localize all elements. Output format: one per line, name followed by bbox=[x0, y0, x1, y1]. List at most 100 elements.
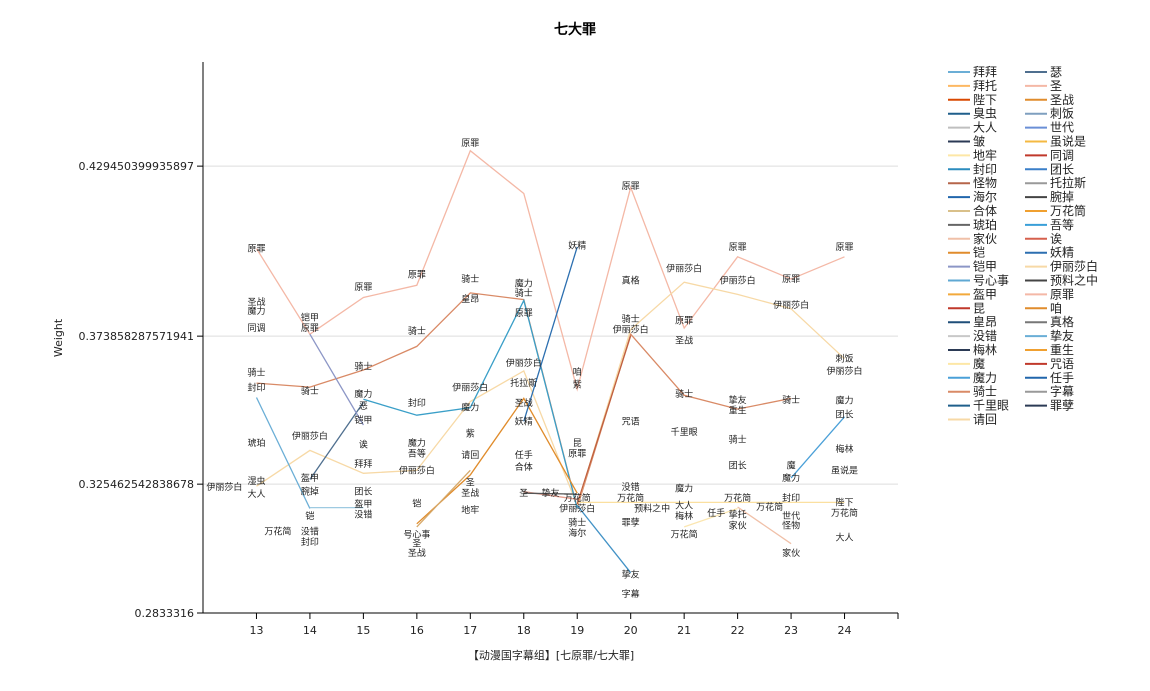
x-tick-label: 24 bbox=[838, 624, 852, 637]
point-label: 圣 bbox=[466, 478, 475, 489]
point-label: 魔力 bbox=[515, 278, 533, 290]
point-label: 伊丽莎白 bbox=[452, 382, 488, 394]
point-label: 请回 bbox=[461, 449, 479, 461]
point-label: 没错 bbox=[622, 481, 640, 493]
point-label: 圣战 bbox=[675, 335, 693, 346]
point-label: 陛下 bbox=[836, 497, 854, 508]
x-tick-label: 19 bbox=[570, 624, 584, 637]
series-line bbox=[523, 246, 578, 422]
legend-item: 妖精 bbox=[1050, 246, 1074, 260]
legend-item: 皇昂 bbox=[973, 315, 997, 329]
legend-item: 骑士 bbox=[973, 385, 997, 399]
legend-item: 铠 bbox=[973, 245, 985, 260]
point-label: 任手 bbox=[707, 507, 725, 519]
point-label: 挚托 bbox=[729, 509, 747, 521]
x-tick-label: 14 bbox=[303, 624, 317, 637]
point-label: 湿虫 bbox=[247, 475, 265, 487]
point-label: 字幕 bbox=[622, 588, 640, 600]
point-label: 团长 bbox=[354, 486, 372, 498]
legend-item: 咒语 bbox=[1050, 357, 1074, 371]
point-label: 诶 bbox=[359, 438, 368, 450]
series-layer bbox=[255, 149, 845, 574]
point-label: 海尔 bbox=[568, 527, 586, 539]
x-tick-label: 15 bbox=[356, 624, 370, 637]
point-label: 大人 bbox=[247, 488, 265, 500]
legend-item: 诶 bbox=[1050, 231, 1062, 246]
legend-item: 任手 bbox=[1050, 371, 1074, 385]
chart-title: 七大罪 bbox=[554, 21, 596, 38]
legend-item: 圣 bbox=[1050, 79, 1062, 93]
legend-item: 同调 bbox=[1050, 148, 1074, 162]
legend-item: 虽说是 bbox=[1050, 134, 1086, 149]
point-label: 魔力 bbox=[836, 395, 854, 407]
point-label: 琥珀 bbox=[247, 437, 265, 449]
legend-item: 盔甲 bbox=[973, 286, 997, 301]
point-label: 万花简 bbox=[564, 492, 591, 504]
legend-item: 封印 bbox=[973, 162, 997, 176]
point-label: 团长 bbox=[729, 460, 747, 472]
point-label: 骑士 bbox=[461, 273, 479, 285]
point-label: 伊丽莎白 bbox=[666, 262, 702, 274]
legend-item: 团长 bbox=[1050, 162, 1074, 176]
legend-item: 怪物 bbox=[973, 176, 997, 190]
legend-item: 海尔 bbox=[973, 189, 997, 204]
point-label: 团长 bbox=[836, 409, 854, 421]
legend-item: 圣战 bbox=[1050, 93, 1074, 107]
x-tick-label: 18 bbox=[517, 624, 531, 637]
series-line bbox=[576, 504, 632, 574]
series-line bbox=[363, 298, 578, 509]
point-label: 万花简 bbox=[724, 492, 751, 504]
point-label: 伊丽莎白 bbox=[206, 481, 242, 493]
x-tick-label: 13 bbox=[249, 624, 263, 637]
point-label: 圣战 bbox=[408, 548, 426, 559]
series-line bbox=[683, 507, 738, 528]
point-label: 原罪 bbox=[782, 274, 800, 285]
point-label: 封印 bbox=[247, 382, 265, 394]
point-label: 万花简 bbox=[671, 528, 698, 540]
point-label: 骑士 bbox=[729, 434, 747, 446]
legend-item: 号心事 bbox=[973, 274, 1009, 288]
point-label: 原罪 bbox=[836, 242, 854, 253]
point-label: 原罪 bbox=[247, 244, 265, 255]
point-label: 伊丽莎白 bbox=[773, 299, 809, 311]
point-label: 铠 bbox=[412, 497, 421, 509]
point-label: 挚友 bbox=[622, 568, 640, 580]
point-label: 原罪 bbox=[568, 448, 586, 459]
point-label: 圣战 bbox=[515, 398, 533, 409]
legend-item: 世代 bbox=[1050, 121, 1074, 135]
point-label: 骑士 bbox=[354, 360, 372, 372]
point-label: 原罪 bbox=[515, 308, 533, 319]
legend-item: 千里眼 bbox=[973, 399, 1009, 413]
point-label: 封印 bbox=[408, 397, 426, 409]
point-label: 骑士 bbox=[622, 313, 640, 325]
legend-item: 铠甲 bbox=[973, 259, 997, 274]
point-label: 地牢 bbox=[461, 504, 479, 516]
legend-item: 拜托 bbox=[973, 79, 997, 93]
point-label: 重生 bbox=[729, 405, 747, 417]
legend-item: 万花筒 bbox=[1050, 203, 1086, 218]
legend-item: 重生 bbox=[1050, 343, 1074, 357]
series-line bbox=[576, 335, 632, 505]
point-label: 骑士 bbox=[568, 516, 586, 528]
point-label: 铠 bbox=[305, 510, 314, 522]
point-label: 魔力 bbox=[461, 402, 479, 414]
series-line bbox=[737, 506, 792, 545]
point-label: 伊丽莎白 bbox=[559, 503, 595, 515]
point-label: 拜拜 bbox=[354, 459, 372, 470]
legend-item: 梅林 bbox=[973, 342, 997, 357]
y-tick-label: 0.325462542838678 bbox=[79, 478, 194, 491]
x-axis-label: 【动漫国字幕组】[七原罪/七大罪] bbox=[468, 648, 634, 662]
legend-item: 没错 bbox=[973, 328, 997, 343]
point-label: 任手 bbox=[515, 449, 533, 461]
legend-item: 吾等 bbox=[1050, 218, 1074, 232]
point-label: 魔力 bbox=[408, 437, 426, 449]
point-label: 托拉斯 bbox=[510, 377, 537, 389]
series-line bbox=[309, 402, 364, 480]
point-label: 万花简 bbox=[264, 525, 291, 537]
legend-item: 挚友 bbox=[1050, 329, 1074, 343]
point-label: 原罪 bbox=[301, 323, 319, 334]
point-label: 伊丽莎白 bbox=[399, 464, 435, 476]
series-line bbox=[255, 149, 845, 392]
legend-item: 真格 bbox=[1050, 314, 1074, 329]
